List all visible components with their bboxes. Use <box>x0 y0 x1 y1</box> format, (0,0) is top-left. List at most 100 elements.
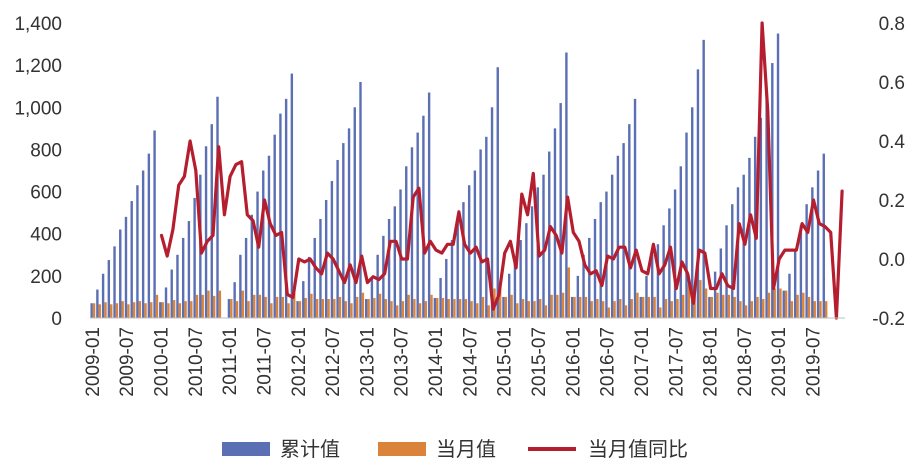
cumulative-bar <box>124 216 128 318</box>
monthly-bar <box>561 292 565 318</box>
monthly-bar <box>235 301 239 318</box>
monthly-bar <box>115 303 119 318</box>
monthly-bar <box>190 301 193 318</box>
monthly-bar <box>481 296 485 318</box>
monthly-bar <box>367 299 370 318</box>
cumulative-bar <box>542 174 545 318</box>
cumulative-bar <box>816 170 820 318</box>
cumulative-bar <box>204 146 208 318</box>
cumulative-bar <box>530 206 534 318</box>
legend-label-yoy: 当月值同比 <box>588 437 688 461</box>
monthly-bar <box>127 304 130 318</box>
monthly-bar <box>92 303 96 318</box>
monthly-bar <box>333 299 336 318</box>
monthly-bar <box>567 267 570 318</box>
monthly-bar <box>796 294 799 318</box>
cumulative-bar <box>130 201 133 318</box>
monthly-bar <box>436 297 439 318</box>
x-tick-label: 2011-07 <box>254 327 275 395</box>
legend-swatch-cumulative <box>222 442 270 456</box>
legend-label-cumulative: 累计值 <box>280 437 340 461</box>
monthly-bar <box>733 296 736 318</box>
monthly-bar <box>253 294 256 318</box>
cumulative-bar <box>439 277 442 318</box>
monthly-bar <box>619 299 622 318</box>
monthly-bar <box>516 303 519 318</box>
cumulative-bar <box>119 229 122 318</box>
monthly-bar <box>184 301 187 318</box>
monthly-bar <box>98 304 101 318</box>
cumulative-bar <box>582 254 585 318</box>
monthly-bar <box>653 296 656 318</box>
monthly-bars <box>92 267 828 318</box>
monthly-bar <box>470 301 473 318</box>
cumulative-bar <box>359 82 362 318</box>
y-left-axis: 0 200 400 600 800 1,000 1,200 1,400 <box>14 14 62 330</box>
cumulative-bar <box>502 296 505 318</box>
monthly-bar <box>121 301 124 318</box>
monthly-bar <box>344 301 347 318</box>
cumulative-bar <box>233 282 236 318</box>
cumulative-bar <box>656 244 660 318</box>
monthly-bar <box>527 301 530 318</box>
x-tick-label: 2013-07 <box>392 327 413 397</box>
monthly-bar <box>138 301 142 318</box>
monthly-bar <box>178 303 182 318</box>
monthly-bar <box>424 301 428 318</box>
x-tick-label: 2009-01 <box>83 327 104 397</box>
cumulative-bar <box>553 128 557 318</box>
cumulative-bar <box>793 250 797 318</box>
monthly-bar <box>681 294 685 318</box>
cumulative-bar <box>485 136 488 318</box>
monthly-bar <box>533 301 536 318</box>
cumulative-bar <box>176 254 179 318</box>
y-right-tick-label: 0.4 <box>879 132 906 153</box>
monthly-bar <box>601 301 605 318</box>
cumulative-bar <box>393 206 397 318</box>
cumulative-bar <box>565 52 568 318</box>
monthly-bar <box>784 290 788 318</box>
cumulative-bar <box>822 153 825 318</box>
monthly-bar <box>218 290 222 318</box>
cumulative-bar <box>696 69 700 318</box>
cumulative-bar <box>662 225 665 318</box>
x-tick-label: 2010-01 <box>151 327 172 397</box>
cumulative-bar <box>141 170 145 318</box>
cumulative-bar <box>170 269 173 318</box>
monthly-bar <box>659 307 662 318</box>
cumulative-bar <box>101 273 105 318</box>
monthly-bar <box>596 299 599 318</box>
cumulative-bar <box>239 254 242 318</box>
cumulative-bar <box>210 124 213 319</box>
monthly-bar <box>384 299 387 318</box>
cumulative-bar <box>107 260 111 318</box>
monthly-bar <box>510 294 513 318</box>
cumulative-bar <box>570 296 574 318</box>
cumulative-bar <box>153 130 156 318</box>
monthly-bar <box>790 301 794 318</box>
monthly-bar <box>607 307 611 318</box>
monthly-bar <box>270 303 273 318</box>
x-tick-label: 2012-07 <box>323 327 344 397</box>
monthly-bar <box>693 292 696 318</box>
monthly-bar <box>167 303 170 318</box>
monthly-bar <box>430 294 433 318</box>
monthly-bar <box>355 296 359 318</box>
yoy-series-line <box>159 21 844 320</box>
monthly-bar <box>819 301 822 318</box>
cumulative-bar <box>227 299 231 318</box>
monthly-bar <box>544 305 548 318</box>
x-tick-label: 2019-07 <box>804 327 825 397</box>
x-tick-label: 2014-07 <box>460 327 481 397</box>
cumulative-bar <box>576 275 580 318</box>
cumulative-bar <box>525 223 528 318</box>
cumulative-bar <box>216 96 219 318</box>
cumulative-bar <box>244 237 248 318</box>
monthly-bar <box>584 296 588 318</box>
cumulative-bar <box>776 33 780 319</box>
monthly-bar <box>756 296 759 318</box>
cumulative-bar <box>788 273 791 318</box>
cumulative-bar <box>296 301 299 318</box>
monthly-bar <box>378 293 382 318</box>
